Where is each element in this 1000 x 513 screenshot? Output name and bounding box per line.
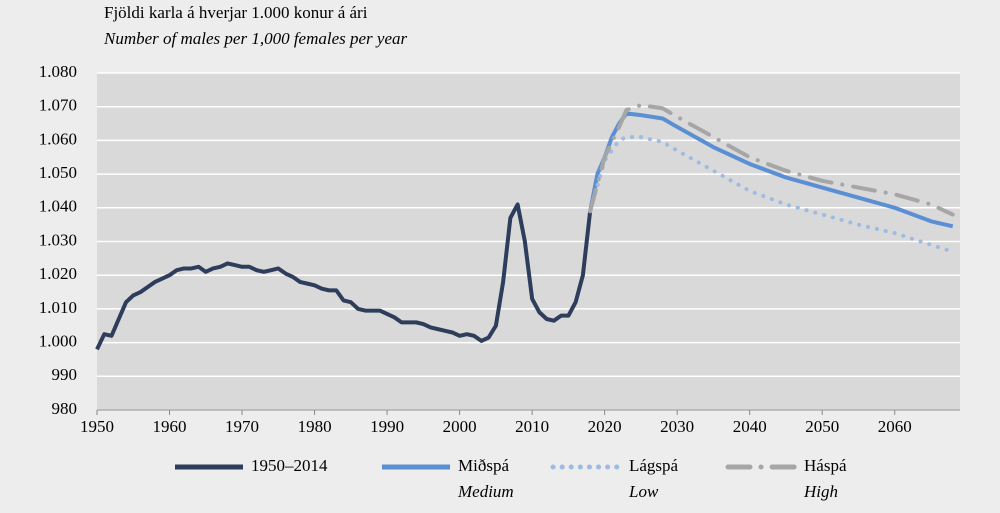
x-tick-label: 2050 [805,417,839,436]
y-tick-label: 1.000 [39,332,77,351]
y-tick-label: 1.040 [39,197,77,216]
legend-label: Háspá [804,456,847,475]
legend-label: Miðspá [458,456,509,475]
x-tick-label: 2030 [660,417,694,436]
x-tick-label: 2000 [443,417,477,436]
series-line [588,103,955,217]
y-tick-label: 1.080 [39,62,77,81]
x-tick-label: 1980 [298,417,332,436]
y-tick-label: 1.060 [39,129,77,148]
x-tick-label: 2060 [878,417,912,436]
chart-subtitle: Number of males per 1,000 females per ye… [103,29,408,48]
x-tick-label: 2020 [588,417,622,436]
x-tick-label: 1960 [153,417,187,436]
y-tick-label: 1.030 [39,230,77,249]
x-tick-label: 1990 [370,417,404,436]
x-tick-label: 2010 [515,417,549,436]
series-line [95,202,593,351]
y-tick-label: 1.070 [39,96,77,115]
y-tick-label: 980 [52,399,78,418]
x-tick-label: 1970 [225,417,259,436]
series-line [588,111,954,229]
y-tick-label: 1.020 [39,264,77,283]
y-tick-label: 990 [52,365,78,384]
legend-sublabel: High [803,482,838,501]
legend-label: 1950–2014 [251,456,328,475]
y-tick-label: 1.010 [39,298,77,317]
x-tick-label: 1950 [80,417,114,436]
legend-label: Lágspá [629,456,679,475]
x-tick-label: 2040 [733,417,767,436]
legend-sublabel: Low [628,482,659,501]
chart-title: Fjöldi karla á hverjar 1.000 konur á ári [104,3,368,22]
y-tick-label: 1.050 [39,163,77,182]
series-line [588,135,955,254]
legend-sublabel: Medium [457,482,514,501]
